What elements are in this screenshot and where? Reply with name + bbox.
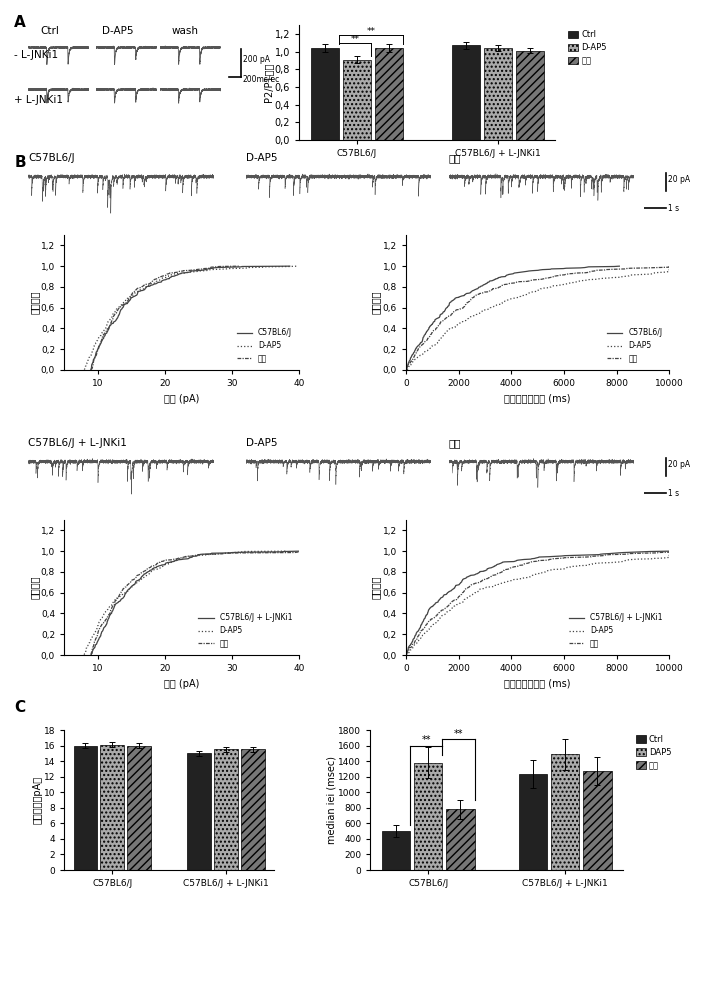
- Bar: [414, 763, 442, 870]
- Legend: Ctrl, DAP5, 洗涤: Ctrl, DAP5, 洗涤: [632, 731, 675, 773]
- Text: Ctrl: Ctrl: [41, 26, 59, 36]
- Text: + L-JNKi1: + L-JNKi1: [14, 95, 63, 105]
- Bar: [382, 831, 410, 870]
- Text: **: **: [367, 27, 375, 36]
- Text: 20 pA: 20 pA: [668, 460, 690, 469]
- Text: wash: wash: [172, 26, 199, 36]
- Legend: C57BL6/J + L-JNKi1, D-AP5, 洗涤: C57BL6/J + L-JNKi1, D-AP5, 洗涤: [195, 610, 295, 651]
- Bar: [583, 771, 612, 870]
- X-axis label: 振幅 (pA): 振幅 (pA): [164, 679, 199, 689]
- Bar: [342, 60, 371, 140]
- Text: B: B: [14, 155, 26, 170]
- Text: D-AP5: D-AP5: [102, 26, 133, 36]
- Y-axis label: 累计概率: 累计概率: [29, 576, 39, 599]
- Bar: [451, 45, 480, 140]
- Text: D-AP5: D-AP5: [246, 438, 277, 448]
- X-axis label: 事件之间的间隔 (ms): 事件之间的间隔 (ms): [504, 679, 571, 689]
- Legend: C57BL6/J, D-AP5, 洗涤: C57BL6/J, D-AP5, 洗涤: [234, 325, 295, 366]
- Text: 20 pA: 20 pA: [668, 175, 690, 184]
- Text: - L-JNKi1: - L-JNKi1: [14, 50, 58, 60]
- Bar: [310, 48, 339, 140]
- Text: A: A: [14, 15, 26, 30]
- Bar: [375, 48, 403, 140]
- Y-axis label: median iei (msec): median iei (msec): [327, 756, 337, 844]
- X-axis label: 事件之间的间隔 (ms): 事件之间的间隔 (ms): [504, 394, 571, 404]
- Bar: [100, 745, 124, 870]
- Legend: C57BL6/J + L-JNKi1, D-AP5, 洗涤: C57BL6/J + L-JNKi1, D-AP5, 洗涤: [565, 610, 666, 651]
- Text: 洗涤: 洗涤: [449, 438, 461, 448]
- X-axis label: 振幅 (pA): 振幅 (pA): [164, 394, 199, 404]
- Y-axis label: 累计概率: 累计概率: [29, 291, 39, 314]
- Y-axis label: 累计概率: 累计概率: [371, 291, 381, 314]
- Text: 洗涤: 洗涤: [449, 153, 461, 163]
- Y-axis label: 中值振幅（pA）: 中值振幅（pA）: [32, 776, 42, 824]
- Bar: [519, 774, 547, 870]
- Text: C: C: [14, 700, 26, 715]
- Bar: [214, 749, 238, 870]
- Text: D-AP5: D-AP5: [246, 153, 277, 163]
- Text: C57BL6/J + L-JNKi1: C57BL6/J + L-JNKi1: [28, 438, 127, 448]
- Bar: [73, 746, 98, 870]
- Y-axis label: P2/P1比例: P2/P1比例: [263, 63, 273, 102]
- Legend: C57BL6/J, D-AP5, 洗涤: C57BL6/J, D-AP5, 洗涤: [604, 325, 666, 366]
- Bar: [127, 746, 151, 870]
- Bar: [241, 749, 265, 870]
- Bar: [446, 809, 474, 870]
- Text: **: **: [422, 735, 431, 745]
- Bar: [515, 51, 544, 140]
- Bar: [187, 753, 211, 870]
- Text: 200ms/ec: 200ms/ec: [243, 75, 281, 84]
- Text: 1 s: 1 s: [668, 489, 679, 498]
- Text: **: **: [454, 729, 464, 739]
- Legend: Ctrl, D-AP5, 洗涤: Ctrl, D-AP5, 洗涤: [565, 27, 610, 69]
- Text: **: **: [350, 35, 360, 44]
- Text: C57BL6/J: C57BL6/J: [28, 153, 75, 163]
- Y-axis label: 累计概率: 累计概率: [371, 576, 381, 599]
- Bar: [551, 754, 580, 870]
- Text: 200 pA: 200 pA: [243, 55, 270, 64]
- Bar: [483, 48, 512, 140]
- Text: 1 s: 1 s: [668, 204, 679, 213]
